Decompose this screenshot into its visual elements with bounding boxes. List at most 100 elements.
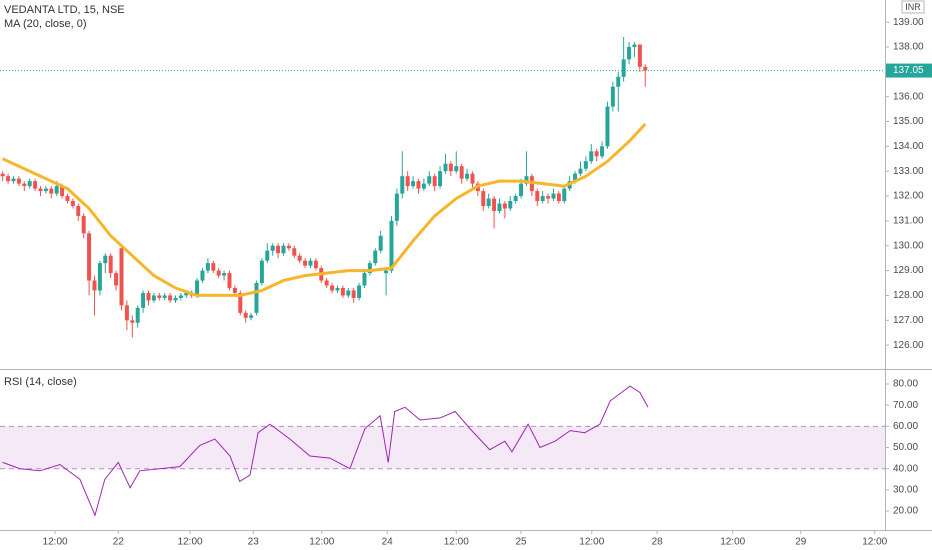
candle-body [232, 287, 237, 293]
candle-body [173, 297, 178, 301]
y-tick-label: 133.00 [893, 166, 924, 177]
candle-body [33, 181, 38, 189]
candle-body [330, 285, 335, 291]
candle-body [535, 191, 540, 202]
y-tick-label: 129.00 [893, 265, 924, 276]
y-tick-label: 131.00 [893, 216, 924, 227]
y-tick-label: 127.00 [893, 315, 924, 326]
x-tick-label: 28 [652, 537, 664, 548]
candle-body [367, 263, 372, 274]
candle-body [519, 183, 524, 197]
y-tick-label: 136.00 [893, 91, 924, 102]
candle-body [556, 193, 561, 202]
ma-legend: MA (20, close, 0) [4, 18, 87, 30]
candle-body [513, 196, 518, 202]
candle-body [357, 285, 362, 298]
candle-body [551, 193, 556, 199]
rsi-tick-label: 60.00 [893, 421, 918, 432]
y-tick-label: 139.00 [893, 17, 924, 28]
candle-body [351, 290, 356, 298]
candle-body [97, 263, 102, 291]
x-tick-label: 12:00 [309, 537, 334, 548]
axes: 12:00 22 12:00 23 12:00 24 12:00 25 12:00 28 12:00… [43, 17, 932, 548]
candle-body [346, 290, 351, 296]
rsi-pane [0, 385, 885, 517]
candle-body [54, 186, 59, 194]
candle-body [259, 260, 264, 284]
candle-body [643, 66, 648, 71]
candle-body [481, 191, 486, 206]
candle-body [335, 287, 340, 291]
candle-body [222, 273, 227, 276]
candle-body [589, 151, 594, 162]
candle-body [616, 76, 621, 87]
candle-body [270, 245, 275, 251]
rsi-tick-label: 20.00 [893, 506, 918, 517]
candle-body [448, 163, 453, 172]
candle-body [65, 196, 70, 202]
candle-body [497, 203, 502, 211]
currency: INR [905, 2, 921, 12]
candle-body [362, 273, 367, 286]
y-tick-label: 130.00 [893, 240, 924, 251]
candle-body [276, 245, 281, 254]
candle-body [49, 188, 54, 194]
candle-body [421, 183, 426, 189]
candle-body [135, 307, 140, 323]
candle-body [594, 151, 599, 157]
candle-body [60, 186, 65, 197]
candle-body [632, 44, 637, 47]
x-tick-label: 12:00 [720, 537, 745, 548]
candle-body [627, 46, 632, 60]
x-tick-label: 12:00 [43, 537, 68, 548]
candle-body [162, 295, 167, 298]
candle-body [43, 188, 48, 192]
candle-body [92, 280, 97, 291]
rsi-tick-label: 40.00 [893, 463, 918, 474]
candle-body [108, 255, 113, 274]
candle-body [394, 193, 399, 221]
ma-line [2, 122, 647, 297]
candle-body [178, 295, 183, 298]
candle-body [243, 312, 248, 318]
candle-body [637, 44, 642, 67]
candle-body [600, 146, 605, 157]
candle-body [470, 173, 475, 184]
y-tick-label: 132.00 [893, 191, 924, 202]
candle-body [238, 292, 243, 313]
candle-body [70, 201, 75, 206]
candle-body [265, 250, 270, 261]
y-tick-label: 134.00 [893, 141, 924, 152]
candle-body [6, 176, 11, 182]
candle-body [546, 196, 551, 199]
candle-body [583, 161, 588, 169]
x-tick-label: 29 [795, 537, 807, 548]
candle-body [254, 283, 259, 313]
candle-body [427, 176, 432, 184]
rsi-legend: RSI (14, close) [4, 376, 77, 388]
candle-body [384, 270, 389, 274]
x-tick-label: 23 [248, 537, 260, 548]
candle-body [27, 181, 32, 187]
candle-body [16, 178, 21, 184]
candle-body [524, 176, 529, 184]
candle-body [454, 166, 459, 172]
rsi-line [2, 385, 649, 517]
candle-body [508, 201, 513, 209]
candle-body [200, 270, 205, 281]
candle-body [438, 171, 443, 187]
candle-body [324, 280, 329, 286]
candle-body [540, 196, 545, 202]
candle-body [76, 205, 81, 216]
candle-body [130, 320, 135, 323]
candle-body [146, 292, 151, 301]
candle-body [389, 220, 394, 271]
candle-body [286, 245, 291, 249]
candle-body [103, 255, 108, 264]
candle-body [38, 188, 43, 192]
candle-body [87, 233, 92, 281]
candle-body [195, 280, 200, 296]
rsi-tick-label: 30.00 [893, 485, 918, 496]
y-tick-label: 135.00 [893, 116, 924, 127]
